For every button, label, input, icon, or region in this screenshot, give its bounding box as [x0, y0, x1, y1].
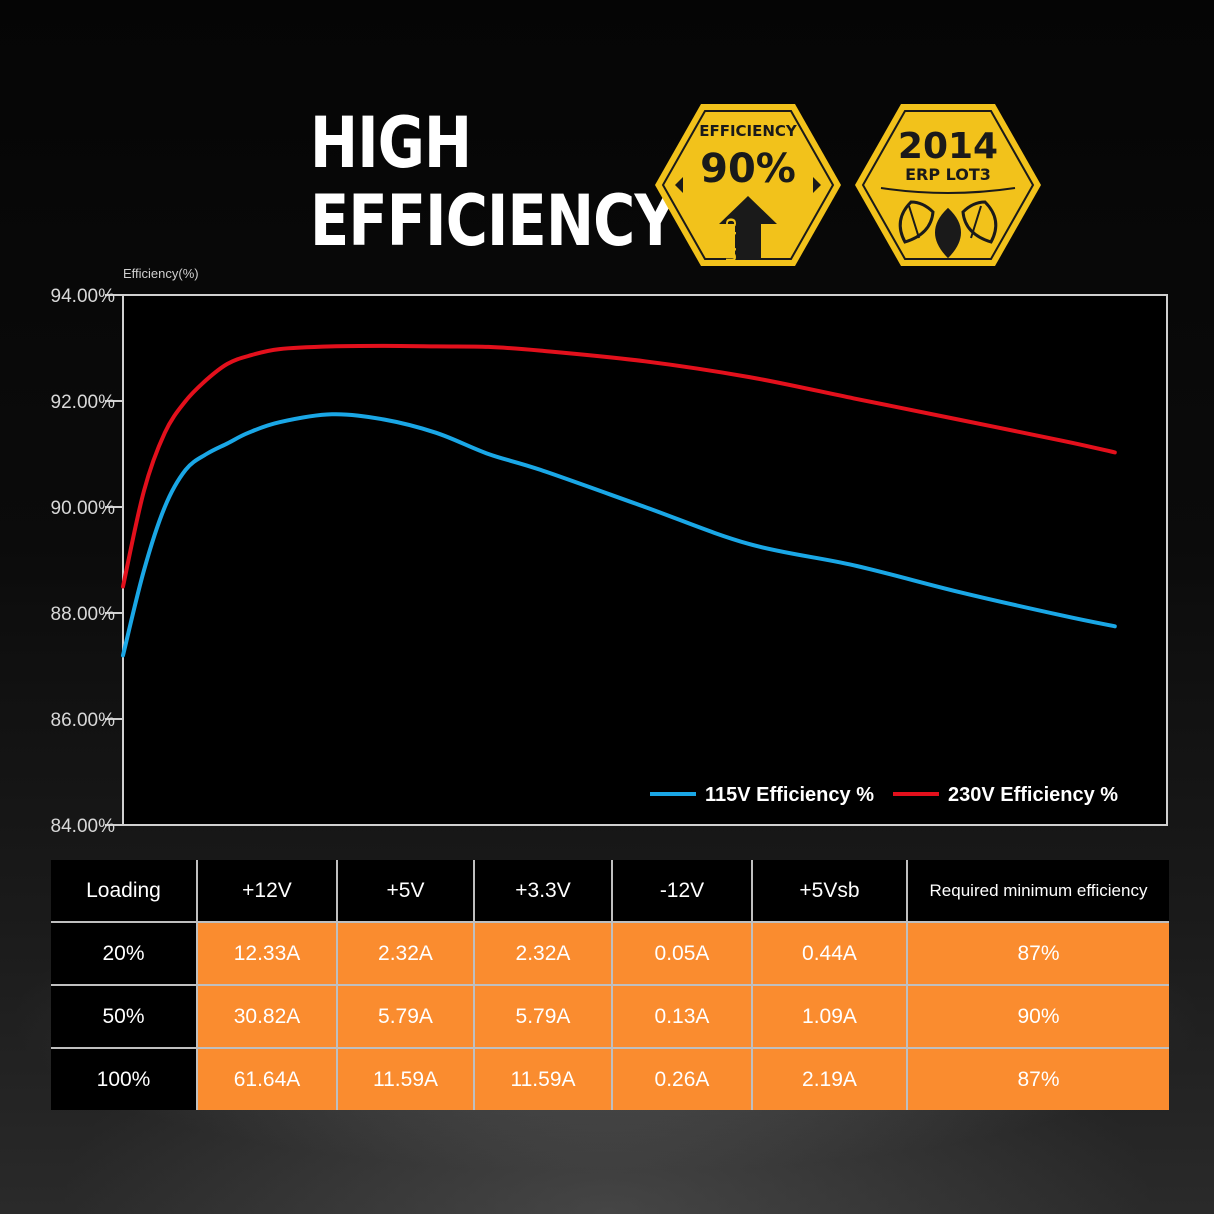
badge-erp-label: ERP LOT3	[905, 165, 991, 184]
table-row: 20% 12.33A 2.32A 2.32A 0.05A 0.44A 87%	[51, 921, 1169, 986]
table-cell: 5.79A	[336, 984, 475, 1049]
table-cell: 90%	[906, 984, 1169, 1049]
plot-frame	[122, 294, 1168, 826]
y-tick-label: 94.00%	[51, 286, 116, 307]
row-loading: 100%	[51, 1047, 198, 1110]
badge-efficiency-label: EFFICIENCY	[699, 122, 798, 140]
legend-label: 230V Efficiency %	[948, 784, 1118, 806]
table-cell: 5.79A	[473, 984, 613, 1049]
y-axis-label: Efficiency(%)	[123, 266, 199, 281]
row-loading: 20%	[51, 921, 198, 986]
row-loading: 50%	[51, 984, 198, 1049]
headline-line1: HIGH	[310, 102, 472, 184]
y-tick-label: 84.00%	[51, 816, 116, 837]
table-cell: 11.59A	[336, 1047, 475, 1110]
table-cell: 0.05A	[611, 921, 753, 986]
series-line-230v	[121, 343, 1117, 589]
table-cell: 61.64A	[196, 1047, 338, 1110]
header-min-efficiency: Required minimum efficiency	[906, 860, 1169, 923]
table-cell: 0.44A	[751, 921, 908, 986]
table-cell: 1.09A	[751, 984, 908, 1049]
table-cell: 0.26A	[611, 1047, 753, 1110]
table-header-row: Loading +12V +5V +3.3V -12V +5Vsb Requir…	[51, 860, 1169, 923]
y-tick-label: 90.00%	[51, 498, 116, 519]
y-tick-label: 86.00%	[51, 710, 116, 731]
table-cell: 0.13A	[611, 984, 753, 1049]
series-line-115v	[121, 412, 1117, 658]
table-cell: 2.32A	[473, 921, 613, 986]
badge-erp-year: 2014	[898, 126, 998, 167]
erp-badge-icon: 2014 ERP LOT3	[855, 104, 1041, 266]
table-cell: 11.59A	[473, 1047, 613, 1110]
table-row: 100% 61.64A 11.59A 11.59A 0.26A 2.19A 87…	[51, 1047, 1169, 1110]
efficiency-badge-icon: EFFICIENCY 90% UP TO	[655, 104, 841, 266]
header-neg12v: -12V	[611, 860, 753, 923]
header-5v: +5V	[336, 860, 475, 923]
table-cell: 2.32A	[336, 921, 475, 986]
header-5vsb: +5Vsb	[751, 860, 908, 923]
current-spec-table: Loading +12V +5V +3.3V -12V +5Vsb Requir…	[51, 860, 1169, 1110]
table-cell: 87%	[906, 921, 1169, 986]
y-tick-label: 88.00%	[51, 604, 116, 625]
efficiency-chart: Efficiency(%) 94.00% 92.00% 90.00% 88.00% 86.…	[0, 260, 1214, 840]
headline: HIGH EFFICIENCY	[310, 102, 676, 262]
erp-lot3-badge: 2014 ERP LOT3	[853, 102, 1043, 268]
table-cell: 30.82A	[196, 984, 338, 1049]
header-12v: +12V	[196, 860, 338, 923]
table-cell: 12.33A	[196, 921, 338, 986]
header-loading: Loading	[51, 860, 198, 923]
efficiency-chart-svg: Efficiency(%) 94.00% 92.00% 90.00% 88.00% 86.…	[51, 266, 1168, 837]
efficiency-90-badge: EFFICIENCY 90% UP TO	[653, 102, 843, 268]
badge-up-to-label: UP TO	[725, 218, 740, 263]
table-cell: 87%	[906, 1047, 1169, 1110]
badge-efficiency-value: 90%	[700, 146, 796, 192]
legend-label: 115V Efficiency %	[705, 784, 874, 806]
table-row: 50% 30.82A 5.79A 5.79A 0.13A 1.09A 90%	[51, 984, 1169, 1049]
up-arrow-icon	[719, 196, 777, 258]
y-tick-label: 92.00%	[51, 392, 116, 413]
leaf-icon	[898, 200, 998, 259]
table-cell: 2.19A	[751, 1047, 908, 1110]
headline-line2: EFFICIENCY	[310, 180, 676, 262]
header-3v3: +3.3V	[473, 860, 613, 923]
